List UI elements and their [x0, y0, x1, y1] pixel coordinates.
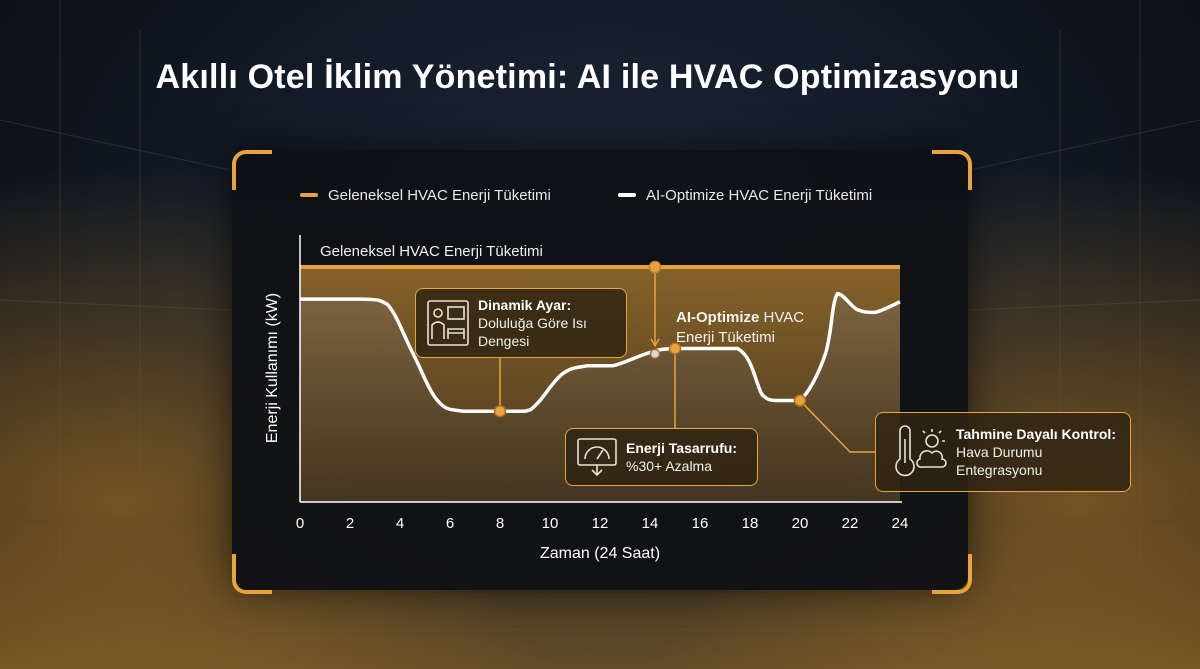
- x-tick-label: 14: [642, 515, 659, 532]
- data-marker: [648, 260, 662, 274]
- frame-corner-bottom-left: [232, 554, 272, 594]
- data-marker: [649, 348, 661, 360]
- callout-savings-line1: %30+ Azalma: [626, 458, 712, 474]
- legend-label-traditional: Geleneksel HVAC Enerji Tüketimi: [328, 186, 551, 204]
- callout-leader-lines: [499, 267, 875, 453]
- x-tick-label: 10: [542, 515, 559, 532]
- thermometer-weather-icon: [895, 425, 947, 477]
- energy-meter-icon: [577, 438, 617, 477]
- series-line-optimized: [299, 291, 901, 413]
- callout-dynamic-title: Dinamik Ayar:: [478, 297, 572, 313]
- x-axis-label: Zaman (24 Saat): [540, 545, 660, 562]
- legend-item-traditional: Geleneksel HVAC Enerji Tüketimi: [300, 185, 551, 205]
- optimized-line-annotation: AI-Optimize HVAC Enerji Tüketimi: [676, 308, 804, 348]
- frame-corner-top-left: [232, 150, 272, 190]
- x-tick-label: 12: [592, 515, 609, 532]
- x-tick-label: 16: [692, 515, 709, 532]
- x-tick-label: 6: [446, 515, 454, 532]
- optimized-label-line2: Enerji Tüketimi: [676, 329, 775, 346]
- x-tick-label: 0: [296, 515, 304, 532]
- legend-item-optimized: AI-Optimize HVAC Enerji Tüketimi: [618, 185, 872, 205]
- data-marker: [668, 342, 682, 355]
- x-tick-label: 2: [346, 515, 354, 532]
- callout-energy-savings: Enerji Tasarrufu: %30+ Azalma: [565, 428, 758, 486]
- frame-corner-bottom-right: [932, 554, 972, 594]
- frame-corner-top-right: [932, 150, 972, 190]
- x-tick-label: 22: [842, 515, 859, 532]
- callout-dynamic-adjustment: Dinamik Ayar: Doluluğa Göre Isı Dengesi: [415, 288, 627, 358]
- callout-dynamic-line2: Dengesi: [478, 333, 530, 349]
- optimized-label-bold: AI-Optimize: [676, 309, 760, 326]
- page-title: Akıllı Otel İklim Yönetimi: AI ile HVAC …: [155, 58, 1020, 96]
- hotel-room-icon: [427, 300, 469, 346]
- callout-predictive-line1: Hava Durumu: [956, 444, 1043, 460]
- legend-swatch-optimized: [618, 193, 636, 197]
- leader-arrowhead: [650, 338, 660, 348]
- optimized-label-rest: HVAC: [759, 309, 805, 326]
- callout-predictive-control: Tahmine Dayalı Kontrol: Hava Durumu Ente…: [875, 412, 1131, 492]
- callout-predictive-line2: Entegrasyonu: [956, 462, 1043, 478]
- leader-predictive: [799, 400, 875, 453]
- legend-swatch-traditional: [300, 193, 318, 197]
- x-tick-label: 18: [742, 515, 759, 532]
- data-markers: [493, 260, 807, 418]
- legend-label-optimized: AI-Optimize HVAC Enerji Tüketimi: [646, 186, 873, 204]
- x-tick-label: 4: [396, 515, 404, 532]
- callout-predictive-title: Tahmine Dayalı Kontrol:: [956, 426, 1116, 442]
- x-tick-label: 24: [892, 515, 909, 532]
- x-tick-label: 8: [496, 515, 504, 532]
- data-marker: [493, 404, 507, 418]
- x-tick-label: 20: [792, 515, 809, 532]
- x-tick-labels: 0 2 4 6 8 10 12 14 16 18 20 22 24: [296, 515, 909, 532]
- y-axis-label: Enerji Kullanımı (kW): [264, 293, 281, 443]
- data-marker: [793, 394, 807, 407]
- callout-dynamic-line1: Doluluğa Göre Isı: [478, 315, 587, 331]
- callout-savings-title: Enerji Tasarrufu:: [626, 440, 737, 456]
- traditional-line-label: Geleneksel HVAC Enerji Tüketimi: [320, 243, 543, 260]
